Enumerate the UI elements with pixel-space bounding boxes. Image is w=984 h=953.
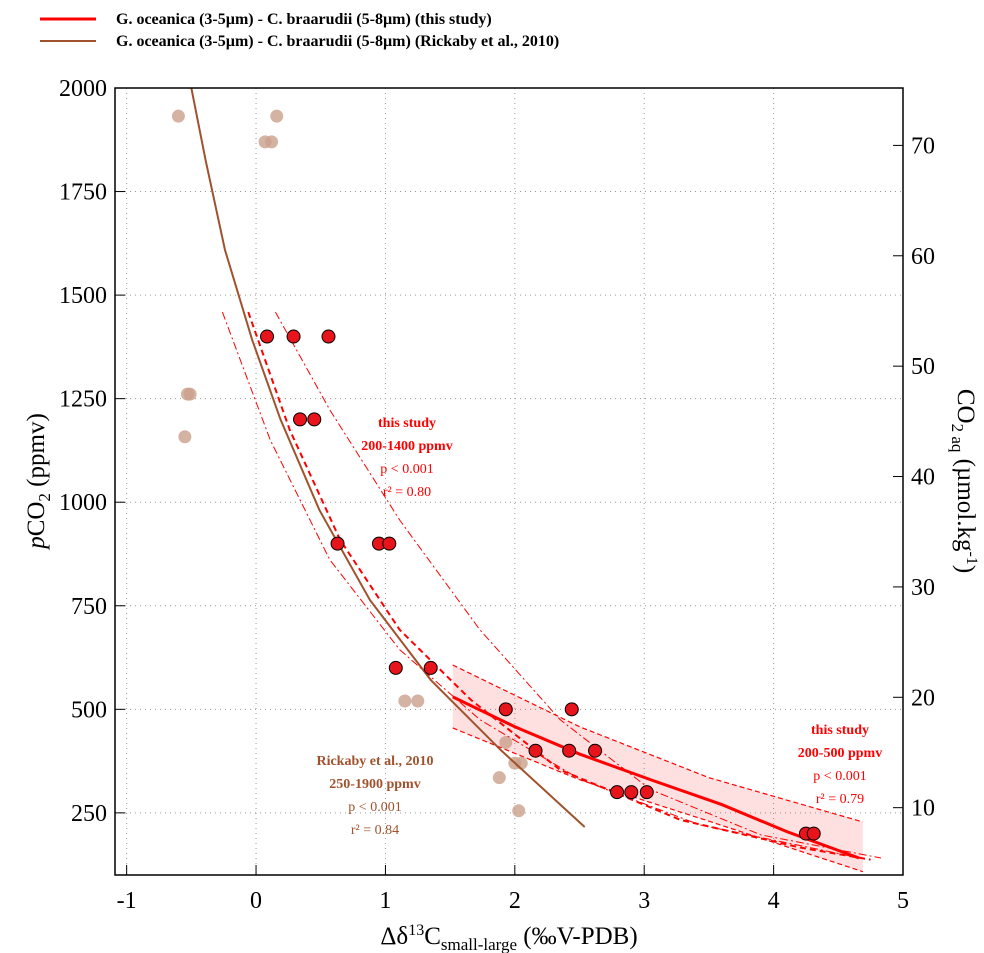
x-tick-label: 5: [897, 888, 909, 914]
data-point: [639, 785, 654, 800]
y2-tick-label: 10: [911, 796, 935, 822]
band-edge: [452, 664, 864, 823]
data-point: [286, 329, 301, 344]
annotation: p < 0.001: [813, 769, 866, 784]
y-tick-label: 750: [71, 594, 107, 620]
x-tick-label: 4: [768, 888, 780, 914]
data-point: [265, 135, 279, 149]
y-tick-label: 1500: [59, 283, 107, 309]
data-point: [492, 771, 506, 785]
annotation: 250-1900 ppmv: [329, 777, 420, 792]
x-tick-label: 3: [638, 888, 650, 914]
annotation: this study: [811, 723, 869, 738]
y-tick-label: 1250: [59, 387, 107, 413]
data-point: [528, 743, 543, 758]
band-edge: [452, 727, 864, 873]
y2-tick-label: 40: [911, 465, 935, 491]
y2-tick-label: 20: [911, 685, 935, 711]
x-axis-label: Δδ13Csmall-large (‰V-PDB): [380, 922, 637, 953]
data-point: [183, 387, 197, 401]
x-tick-label: -1: [117, 888, 137, 914]
y2-tick-label: 60: [911, 244, 935, 270]
data-point: [382, 536, 397, 551]
data-point: [411, 694, 425, 708]
fit-line: [190, 88, 586, 828]
data-point: [562, 743, 577, 758]
annotation: r² = 0.80: [383, 485, 431, 500]
data-point: [321, 329, 336, 344]
plot-area: [115, 88, 903, 875]
fit-line: [452, 695, 860, 860]
data-point: [423, 660, 438, 675]
annotation: r² = 0.84: [351, 823, 399, 838]
fit-line: [247, 311, 871, 861]
annotation: p < 0.001: [380, 462, 433, 477]
data-point: [806, 826, 821, 841]
data-point: [610, 785, 625, 800]
fit-line: [221, 311, 861, 859]
data-point: [624, 785, 639, 800]
y2-tick-label: 50: [911, 354, 935, 380]
data-point: [564, 702, 579, 717]
x-tick-label: 2: [509, 888, 521, 914]
data-point: [270, 109, 284, 123]
y2-tick-label: 70: [911, 133, 935, 159]
x-tick-label: 1: [379, 888, 391, 914]
y-tick-label: 1000: [59, 490, 107, 516]
data-point: [388, 660, 403, 675]
y-axis-label: pCO2 (ppmv): [23, 413, 54, 551]
data-point: [499, 735, 513, 749]
data-point: [398, 694, 412, 708]
annotation: this study: [378, 416, 436, 431]
annotation: 200-1400 ppmv: [361, 439, 452, 454]
y-tick-label: 500: [71, 697, 107, 723]
plot-frame: [114, 87, 904, 876]
y-tick-label: 2000: [59, 76, 107, 102]
y-tick-label: 1750: [59, 180, 107, 206]
y2-tick-label: 30: [911, 575, 935, 601]
legend-label: G. oceanica (3-5µm) - C. braarudii (5-8µ…: [116, 33, 559, 50]
data-point: [588, 743, 603, 758]
data-point: [498, 702, 513, 717]
data-point: [307, 412, 322, 427]
annotation: 200-500 ppmv: [798, 746, 882, 761]
annotation: r² = 0.79: [816, 792, 864, 807]
data-point: [330, 536, 345, 551]
data-point: [178, 430, 192, 444]
y-tick-label: 250: [71, 801, 107, 827]
legend-label: G. oceanica (3-5µm) - C. braarudii (5-8µ…: [116, 11, 492, 28]
x-tick-label: 0: [250, 888, 262, 914]
fit-line: [275, 311, 882, 859]
annotation: p < 0.001: [348, 800, 401, 815]
y2-axis-label: CO2 aq (µmol.kg-1): [948, 389, 980, 573]
annotation: Rickaby et al., 2010: [316, 754, 433, 769]
data-point: [512, 804, 526, 818]
data-point: [260, 329, 275, 344]
data-point: [171, 109, 185, 123]
data-point: [293, 412, 308, 427]
